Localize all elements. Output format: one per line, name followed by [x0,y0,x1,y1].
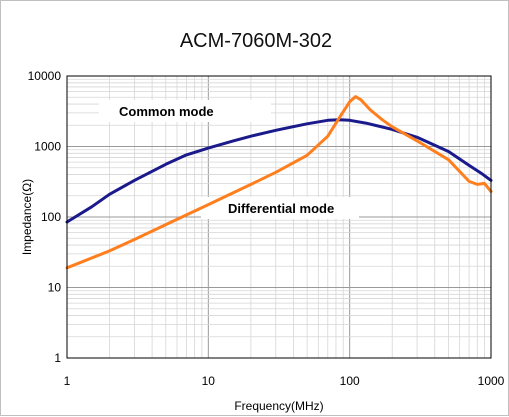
x-tick-label: 100 [340,374,360,388]
differential-mode-label-bg [201,197,359,219]
y-axis-label: Impedance(Ω) [20,179,34,255]
y-tick-label: 100 [41,210,61,224]
series-lines [65,95,493,270]
y-tick-label: 10 [48,281,62,295]
x-tick-label: 1 [64,374,71,388]
x-axis-label: Frequency(MHz) [234,399,323,413]
x-tick-label: 10 [202,374,216,388]
common-mode-label-bg [99,100,271,122]
common-mode-line [65,118,493,224]
x-tick-labels: 1 10 100 1000 [64,374,505,388]
x-tick-label: 1000 [478,374,505,388]
common-mode-annotation: Common mode [119,104,214,119]
y-tick-label: 1000 [34,140,61,154]
chart-title: ACM-7060M-302 [180,30,332,52]
y-tick-label: 10000 [28,69,62,83]
differential-mode-annotation: Differential mode [228,201,334,216]
y-tick-label: 1 [54,351,61,365]
plot-border [66,75,492,359]
differential-mode-line [65,95,493,270]
y-tick-labels: 1 10 100 1000 10000 [28,69,62,365]
